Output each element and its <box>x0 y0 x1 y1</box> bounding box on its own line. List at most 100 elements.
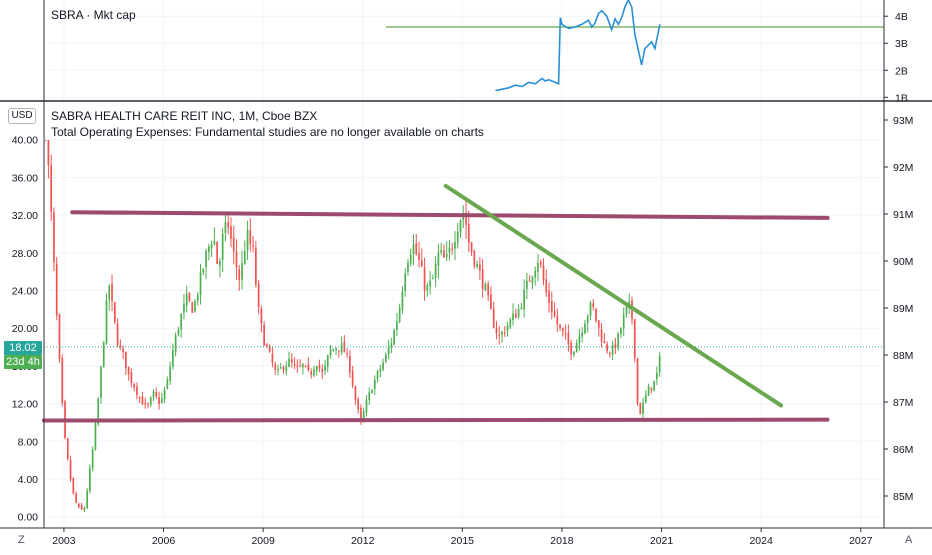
drawings-layer <box>42 183 884 423</box>
last-price-badge: 18.02 <box>4 341 42 355</box>
diagonal-trendline <box>443 183 784 408</box>
candle-body <box>127 366 130 375</box>
candle-body <box>77 504 80 507</box>
candle-body <box>614 343 617 348</box>
candle-body <box>520 307 523 309</box>
candle-body <box>293 363 296 366</box>
candle-body <box>567 332 570 344</box>
time-axis-label: 2015 <box>451 535 475 547</box>
candle-body <box>479 264 481 271</box>
candle-body <box>454 241 456 249</box>
candle-body <box>514 313 517 319</box>
mcap-axis-label: 1B <box>895 92 908 104</box>
candle-body <box>658 356 661 372</box>
candle-body <box>559 324 561 329</box>
candle-body <box>484 283 487 291</box>
candle-body <box>387 347 390 355</box>
candle-body <box>595 308 597 321</box>
candle-body <box>373 379 376 390</box>
candle-body <box>371 390 373 394</box>
candle-body <box>83 508 86 511</box>
candle-body <box>487 283 490 296</box>
countdown-badge: 23d 4h <box>4 355 42 369</box>
right-axis-label: 87M <box>893 397 913 409</box>
candle-body <box>177 329 180 335</box>
candle-body <box>351 371 354 387</box>
candle-body <box>122 348 124 352</box>
candle-body <box>125 351 127 369</box>
candle-body <box>252 244 254 247</box>
candle-body <box>628 301 631 306</box>
candle-body <box>337 350 340 352</box>
candle-body <box>75 493 77 503</box>
right-axis-label: 88M <box>893 350 913 362</box>
candle-body <box>315 366 318 372</box>
candle-body <box>534 270 537 278</box>
candle-body <box>271 353 274 363</box>
candle-body <box>141 396 144 405</box>
candle-body <box>246 229 249 250</box>
candle-body <box>573 351 575 355</box>
main-pane-subtitle: Total Operating Expenses: Fundamental st… <box>51 125 484 139</box>
candle-body <box>235 251 238 268</box>
candle-body <box>113 301 116 322</box>
time-axis-label: 2012 <box>351 535 375 547</box>
candle-body <box>241 262 243 280</box>
candle-body <box>116 323 119 346</box>
candle-body <box>548 290 550 303</box>
price-axis-label: 32.00 <box>12 210 38 222</box>
candle-body <box>473 250 476 266</box>
currency-button[interactable]: USD <box>8 108 36 124</box>
candle-body <box>147 403 149 405</box>
candle-body <box>404 273 407 292</box>
candle-body <box>230 226 232 239</box>
candle-body <box>609 352 611 354</box>
mcap-plot <box>385 0 884 92</box>
candle-body <box>249 230 252 245</box>
candle-body <box>66 438 69 460</box>
candle-body <box>503 332 506 334</box>
right-axis-label: 92M <box>893 162 913 174</box>
price-axis-label: 12.00 <box>12 399 38 411</box>
main-pane-title: SABRA HEALTH CARE REIT INC, 1M, Cboe BZX <box>51 109 318 123</box>
candle-body <box>329 349 332 356</box>
candle-body <box>105 300 108 344</box>
time-axis-label: 2021 <box>650 535 674 547</box>
candle-body <box>448 247 451 253</box>
candle-body <box>313 369 315 376</box>
candle-body <box>589 302 592 316</box>
candle-body <box>539 261 542 265</box>
price-axis-label: 0.00 <box>18 512 39 524</box>
candle-body <box>238 269 241 281</box>
candle-body <box>426 285 429 291</box>
candle-body <box>180 313 183 330</box>
candle-body <box>268 345 271 352</box>
candle-body <box>639 403 642 415</box>
candle-body <box>465 212 467 226</box>
candle-body <box>586 316 589 324</box>
candle-body <box>299 365 301 367</box>
candle-body <box>592 303 595 308</box>
candle-body <box>158 397 160 405</box>
candle-body <box>149 397 152 405</box>
candle-body <box>581 332 584 337</box>
candle-body <box>274 364 277 370</box>
price-axis-label: 8.00 <box>18 436 39 448</box>
candle-body <box>498 334 501 336</box>
candle-body <box>656 372 658 380</box>
auto-scale-right-button[interactable]: A <box>905 534 913 546</box>
candle-body <box>89 468 91 491</box>
candle-body <box>55 263 58 316</box>
horizontal-trendline-1 <box>70 210 830 220</box>
candle-body <box>625 305 628 315</box>
candle-body <box>196 294 199 301</box>
candle-body <box>53 212 55 263</box>
candle-body <box>130 372 133 384</box>
candle-body <box>434 264 437 279</box>
candle-body <box>94 423 97 450</box>
auto-scale-left-button[interactable]: Z <box>18 534 25 546</box>
candle-body <box>575 342 578 353</box>
candle-body <box>160 398 163 403</box>
candles-layer <box>45 140 661 513</box>
